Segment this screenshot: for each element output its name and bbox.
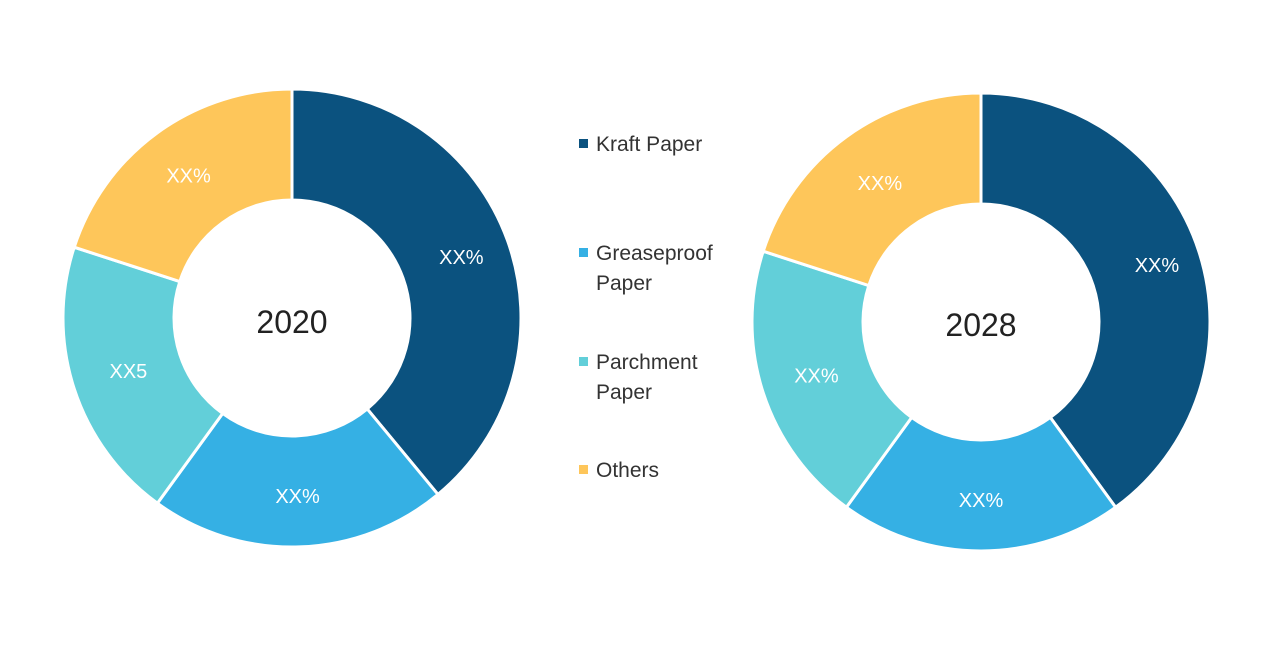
donut-slice-2028-greaseproof-paper (844, 415, 1118, 553)
donut-slice-2020-others (72, 87, 294, 284)
slice-label-2028-kraft-paper: XX% (1135, 255, 1180, 277)
donut-slice-2028-kraft-paper (979, 91, 1212, 510)
donut-slice-2028-parchment-paper (750, 249, 914, 510)
slice-label-2028-greaseproof-paper: XX% (959, 490, 1004, 512)
slice-label-2020-parchment-paper: XX5 (110, 361, 148, 383)
legend-label-parchment-paper-line2: Paper (596, 381, 652, 404)
donut-slice-2020-parchment-paper (61, 245, 225, 506)
donut-center-label-2020: 2020 (256, 304, 327, 340)
legend-swatch-others (579, 465, 588, 474)
legend-label-parchment-paper-line1: Parchment (596, 351, 698, 374)
slice-label-2020-kraft-paper: XX% (439, 247, 484, 269)
slice-label-2028-parchment-paper: XX% (794, 365, 839, 387)
donut-chart-2028: 2028 XX% XX% XX% XX% (750, 91, 1212, 553)
donut-slice-2020-kraft-paper (290, 87, 523, 497)
legend-swatch-kraft-paper (579, 139, 588, 148)
legend-item-greaseproof-paper: Greaseproof Paper (579, 242, 713, 295)
legend-swatch-greaseproof-paper (579, 248, 588, 257)
legend-item-kraft-paper: Kraft Paper (579, 133, 702, 156)
legend-label-kraft-paper: Kraft Paper (596, 133, 702, 156)
donut-chart-2020: 2020 XX% XX% XX5 XX% (61, 87, 523, 549)
donut-slice-2020-greaseproof-paper (155, 406, 441, 549)
slice-label-2028-others: XX% (858, 173, 903, 195)
legend-label-greaseproof-paper-line2: Paper (596, 272, 652, 295)
donut-slice-2028-others (761, 91, 983, 288)
legend-label-others: Others (596, 459, 659, 482)
legend-swatch-parchment-paper (579, 357, 588, 366)
slice-label-2020-greaseproof-paper: XX% (275, 486, 320, 508)
legend-item-others: Others (579, 459, 659, 482)
legend-label-greaseproof-paper-line1: Greaseproof (596, 242, 713, 265)
donut-center-label-2028: 2028 (945, 307, 1016, 343)
legend-item-parchment-paper: Parchment Paper (579, 351, 698, 404)
slice-label-2020-others: XX% (166, 166, 211, 188)
legend: Kraft Paper Greaseproof Paper Parchment … (579, 133, 713, 482)
